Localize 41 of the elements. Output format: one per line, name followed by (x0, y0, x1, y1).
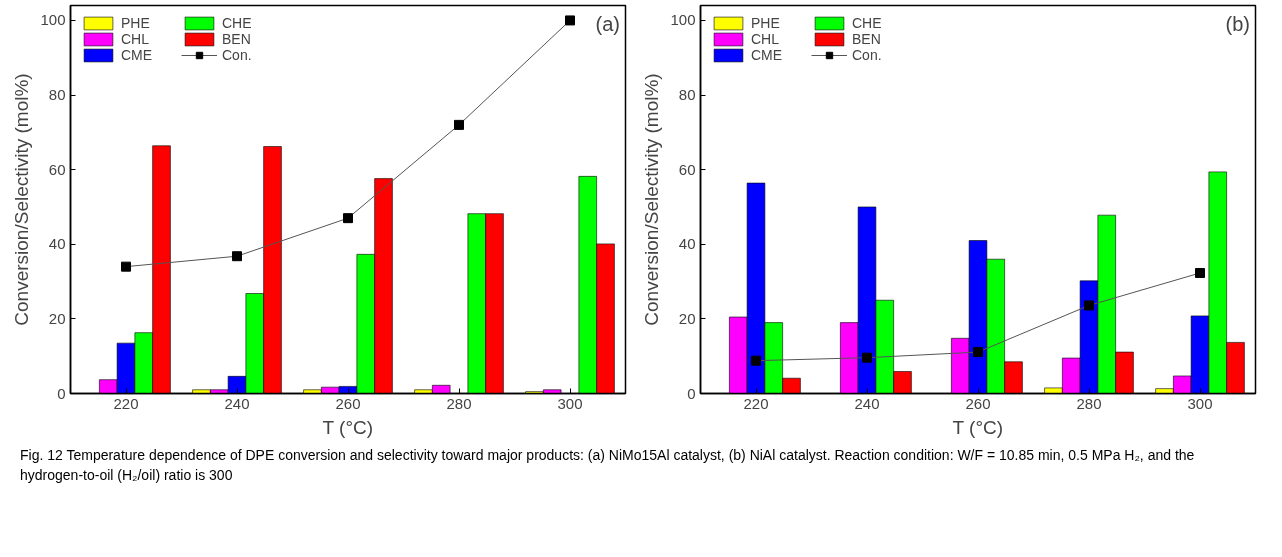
legend-label: CME (751, 47, 784, 63)
y-axis-title: Conversion/Selectivity (mol%) (641, 73, 663, 326)
x-tick-label: 260 (965, 394, 991, 412)
y-axis-title: Conversion/Selectivity (mol%) (11, 73, 33, 326)
x-tick-label: 260 (335, 394, 361, 412)
legend-label: Con. (852, 47, 883, 63)
legend-label: CME (121, 47, 154, 63)
y-tick-label: 0 (57, 384, 66, 402)
y-tick-label: 40 (678, 235, 696, 253)
caption: Fig. 12 Temperature dependence of DPE conversion and selectivity toward major products: (a) NiMo15Al catalyst, (b) NiAl catalyst. Reaction condition: W/F = 10.85 min, 0.5 MPa H₂, and the hydrogen-to-oil (H₂/oil) ratio is 300 (20, 446, 1196, 485)
x-tick-label: 240 (854, 394, 880, 412)
x-tick-label: 220 (113, 394, 139, 412)
y-tick-label: 40 (48, 235, 66, 253)
x-axis-title: T (°C) (322, 416, 374, 438)
y-tick-label: 60 (678, 160, 696, 178)
legend-label: BEN (222, 31, 252, 47)
x-tick-label: 280 (1076, 394, 1102, 412)
legend-label: CHE (222, 15, 253, 31)
legend-label: Con. (222, 47, 253, 63)
legend-label: PHE (121, 15, 151, 31)
legend-label: CHE (852, 15, 883, 31)
y-tick-label: 100 (670, 11, 696, 29)
x-tick-label: 240 (224, 394, 250, 412)
y-tick-label: 80 (678, 86, 696, 104)
y-tick-label: 60 (48, 160, 66, 178)
annotation: (b) (1225, 12, 1250, 35)
legend-label: PHE (751, 15, 781, 31)
y-tick-label: 100 (40, 11, 66, 29)
y-tick-label: 0 (687, 384, 696, 402)
x-tick-label: 300 (557, 394, 583, 412)
legend-label: BEN (852, 31, 882, 47)
x-tick-label: 220 (743, 394, 769, 412)
y-tick-label: 20 (678, 309, 696, 327)
x-axis-title: T (°C) (952, 416, 1004, 438)
annotation: (a) (595, 12, 620, 35)
y-tick-label: 20 (48, 309, 66, 327)
legend-label: CHL (121, 31, 150, 47)
legend-label: CHL (751, 31, 780, 47)
y-tick-label: 80 (48, 86, 66, 104)
x-tick-label: 300 (1187, 394, 1213, 412)
x-tick-label: 280 (446, 394, 472, 412)
